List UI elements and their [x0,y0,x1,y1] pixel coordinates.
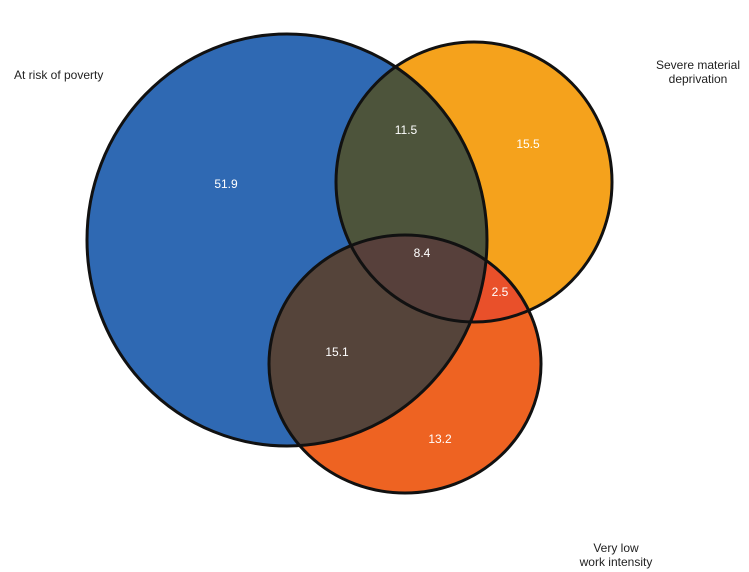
value-poverty-deprivation: 11.5 [395,123,418,137]
deprivation-outline [334,40,614,324]
label-at-risk-of-poverty: At risk of poverty [14,68,104,82]
label-work-line1: Very low [593,541,639,555]
value-work-only: 13.2 [428,432,452,446]
work-intensity-outline [267,233,543,495]
value-deprivation-only: 15.5 [516,137,540,151]
poverty-outline [85,32,489,448]
value-poverty-only: 51.9 [214,177,238,191]
value-poverty-work: 15.1 [325,345,349,359]
value-all-three: 8.4 [414,246,431,260]
label-deprivation-line1: Severe material [655,58,741,72]
value-deprivation-work: 2.5 [492,285,509,299]
label-work-line2: work intensity [579,555,653,569]
label-very-low-work-intensity: Very low work intensity [566,541,666,569]
label-severe-material-deprivation: Severe material deprivation [650,58,746,86]
label-deprivation-line2: deprivation [668,72,728,86]
